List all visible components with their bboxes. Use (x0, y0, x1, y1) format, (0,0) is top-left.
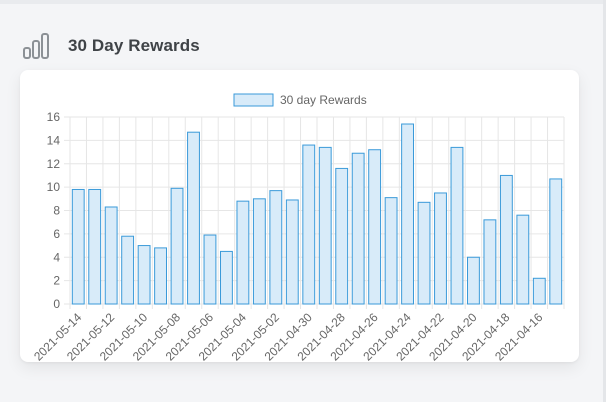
y-tick-label: 16 (47, 110, 61, 124)
bar (499, 174, 513, 305)
bar (516, 214, 530, 305)
y-tick-label: 8 (53, 204, 60, 218)
bar (104, 206, 118, 305)
bar (88, 188, 102, 305)
top-border (0, 0, 606, 4)
y-tick-label: 6 (53, 227, 60, 241)
bar (351, 152, 365, 305)
section-title: 30 Day Rewards (68, 36, 200, 55)
bar (170, 187, 184, 305)
y-tick-label: 4 (53, 250, 60, 264)
y-axis: 0 2 4 6 8 10 12 14 16 (47, 110, 61, 311)
x-axis: 2021-05-142021-05-122021-05-102021-05-08… (31, 310, 546, 364)
right-border (603, 0, 606, 402)
chart-card: 0 2 4 6 8 10 12 14 16 2021-05-14 2021-05-12 2021-0… (20, 70, 579, 364)
bar (154, 247, 167, 305)
section-header: 30 Day Rewards (22, 30, 200, 62)
y-tick-label: 2 (53, 274, 60, 288)
bar (285, 199, 299, 305)
bar-chart-icon (23, 33, 49, 59)
y-tick-label: 10 (47, 180, 61, 194)
bar (121, 235, 135, 305)
bar (71, 188, 85, 305)
bar (483, 219, 497, 305)
bar (302, 144, 316, 305)
grid (64, 116, 565, 309)
bar (203, 234, 217, 305)
bar (236, 200, 250, 305)
y-tick-label: 14 (47, 133, 61, 147)
bar (137, 245, 151, 305)
bar (401, 123, 414, 305)
y-tick-label: 0 (53, 297, 60, 311)
bar (450, 146, 464, 305)
bars (71, 123, 563, 305)
rewards-chart: 0 2 4 6 8 10 12 14 16 2021-05-142021-05-122021-0… (31, 93, 565, 364)
legend-swatch[interactable] (233, 93, 274, 107)
bar (187, 131, 200, 305)
bar (269, 190, 283, 305)
bar (434, 192, 447, 305)
bar (335, 167, 349, 305)
bar (318, 146, 332, 305)
bar (368, 149, 382, 305)
bar (220, 250, 233, 305)
bar (532, 277, 546, 305)
legend-label[interactable]: 30 day Rewards (280, 93, 367, 107)
y-tick-label: 12 (47, 157, 61, 171)
bar (384, 197, 398, 305)
legend[interactable]: 30 day Rewards (233, 93, 367, 107)
bar (417, 201, 431, 305)
bar (549, 178, 563, 305)
bar (467, 256, 480, 305)
bar (252, 198, 266, 305)
